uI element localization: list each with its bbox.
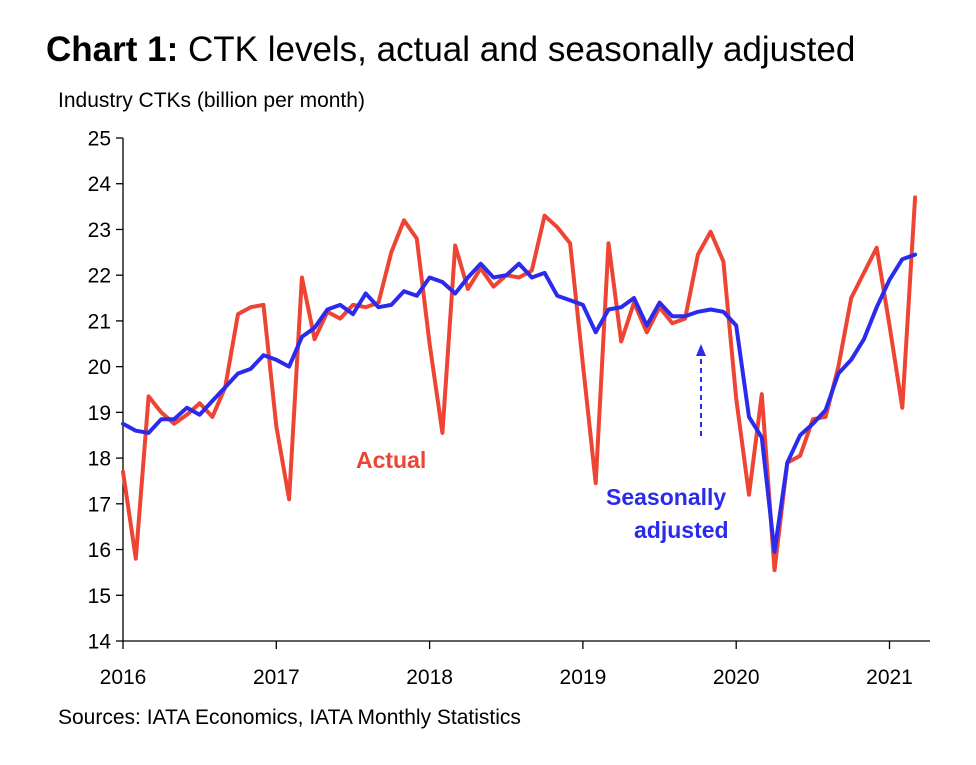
y-tick-label: 16: [88, 539, 111, 562]
y-tick-label: 23: [88, 219, 111, 242]
series-labels: Actual Seasonally adjusted: [356, 447, 729, 543]
y-tick-label: 14: [88, 631, 112, 654]
series-label-seasonally-adjusted-line1: Seasonally: [606, 484, 726, 510]
y-tick-label: 21: [88, 310, 111, 333]
source-note: Sources: IATA Economics, IATA Monthly St…: [58, 706, 521, 729]
series-label-seasonally-adjusted-line2: adjusted: [634, 517, 729, 543]
y-tick-label: 22: [88, 265, 111, 288]
series-label-actual: Actual: [356, 447, 426, 473]
annotation-arrow: [696, 344, 706, 436]
series-line-actual: [121, 195, 918, 573]
chart-title-text: CTK levels, actual and seasonally adjust…: [178, 30, 856, 69]
arrow-head: [696, 344, 706, 356]
x-tick-label: 2017: [253, 666, 300, 689]
x-tick-label: 2019: [560, 666, 607, 689]
y-tick-label: 17: [88, 493, 111, 516]
x-tick-label: 2018: [406, 666, 453, 689]
y-tick-label: 18: [88, 448, 111, 471]
chart-title: Chart 1: CTK levels, actual and seasonal…: [46, 30, 855, 70]
x-tick-label: 2021: [866, 666, 913, 689]
x-tick-label: 2016: [100, 666, 147, 689]
y-tick-label: 25: [88, 128, 111, 151]
series-layer: [121, 195, 918, 573]
y-axis-label: Industry CTKs (billion per month): [58, 89, 365, 112]
chart-title-bold: Chart 1:: [46, 30, 179, 69]
y-tick-label: 15: [88, 585, 111, 608]
y-tick-label: 19: [88, 402, 111, 425]
y-tick-label: 24: [88, 173, 112, 196]
series-line-seasonally-adjusted: [121, 252, 918, 554]
x-tick-label: 2020: [713, 666, 760, 689]
y-tick-label: 20: [88, 356, 111, 379]
